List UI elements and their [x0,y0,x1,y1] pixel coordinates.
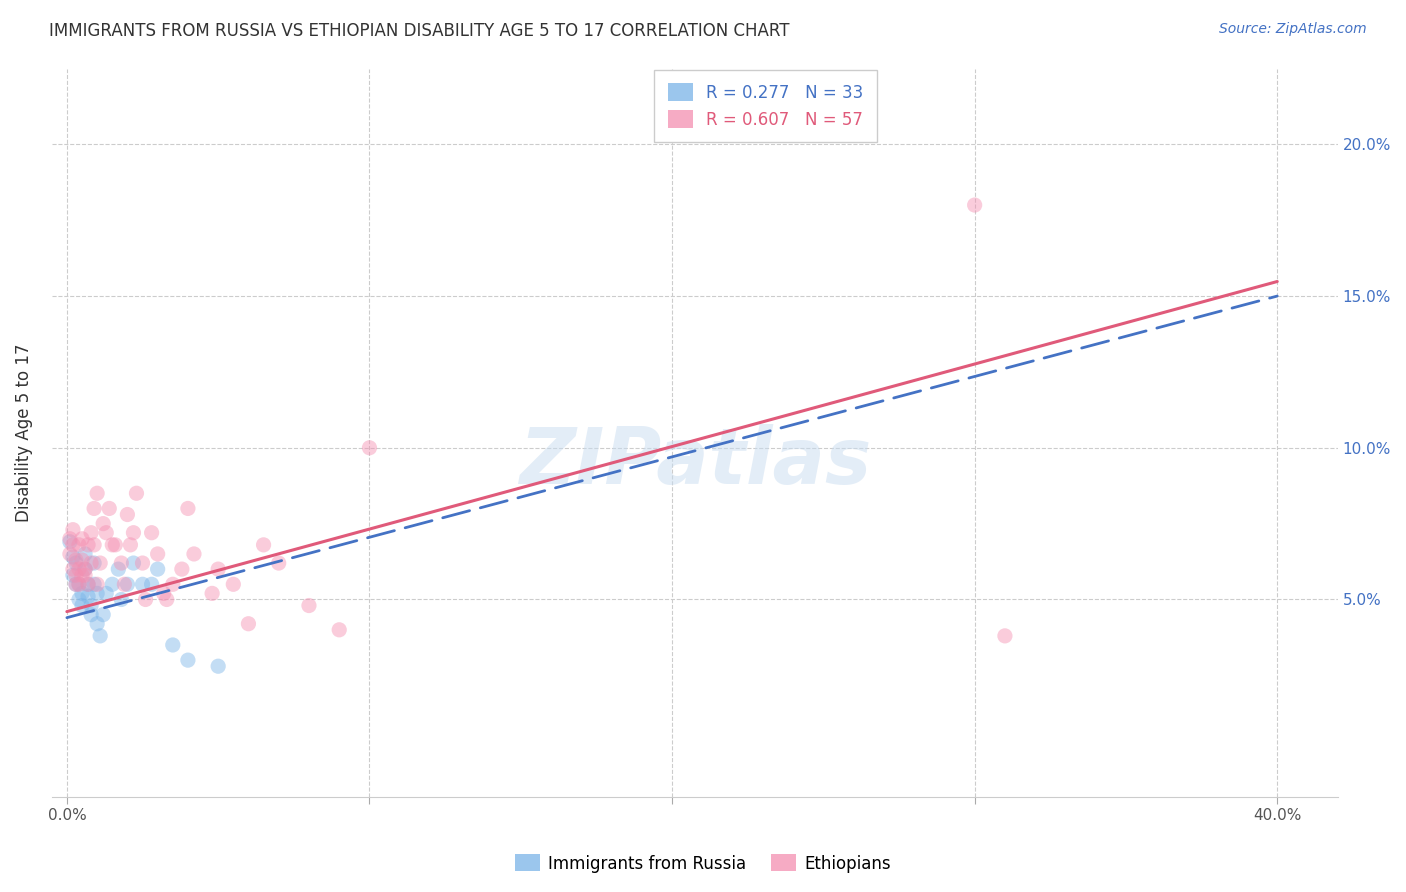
Point [67,577,90,591]
Point [131,577,153,591]
Point [104,538,127,552]
Point [201,586,224,600]
Point [86,486,108,500]
Point [65,577,87,591]
Point [112,577,135,591]
Point [62,568,84,582]
Point [298,599,321,613]
Point [83,501,105,516]
Point [125,486,148,500]
Point [65,556,87,570]
Point [62,523,84,537]
Point [65,568,87,582]
Point [131,556,153,570]
Point [77,538,100,552]
Point [170,562,193,576]
Text: ZIPatlas: ZIPatlas [519,424,870,500]
Point [110,556,132,570]
Point [162,577,184,591]
Point [65,553,87,567]
Point [70,568,93,582]
Point [67,562,90,576]
Point [207,562,229,576]
Point [77,590,100,604]
Point [80,599,103,613]
Point [141,577,163,591]
Point [83,556,105,570]
Point [359,441,381,455]
Point [328,623,350,637]
Legend: R = 0.277   N = 33, R = 0.607   N = 57: R = 0.277 N = 33, R = 0.607 N = 57 [654,70,876,142]
Point [73,547,96,561]
Point [62,549,84,564]
Point [83,538,105,552]
Point [89,556,111,570]
Point [59,532,82,546]
Point [122,556,145,570]
Text: Source: ZipAtlas.com: Source: ZipAtlas.com [1219,22,1367,37]
Point [96,525,118,540]
Point [96,586,118,600]
Point [146,562,169,576]
Y-axis label: Disability Age 5 to 17: Disability Age 5 to 17 [15,343,32,522]
Point [70,532,93,546]
Point [77,577,100,591]
Point [80,525,103,540]
Point [70,553,93,567]
Point [59,534,82,549]
Point [994,629,1017,643]
Point [252,538,274,552]
Legend: Immigrants from Russia, Ethiopians: Immigrants from Russia, Ethiopians [508,847,898,880]
Point [67,538,90,552]
Point [135,592,157,607]
Point [80,556,103,570]
Point [73,568,96,582]
Point [177,501,200,516]
Point [117,577,139,591]
Point [77,577,100,591]
Point [86,616,108,631]
Point [67,577,90,591]
Point [59,547,82,561]
Point [70,599,93,613]
Point [207,659,229,673]
Point [86,586,108,600]
Point [89,629,111,643]
Point [152,586,174,600]
Point [122,525,145,540]
Point [141,525,163,540]
Point [73,562,96,576]
Point [73,562,96,576]
Point [67,592,90,607]
Point [80,607,103,622]
Point [107,562,129,576]
Point [91,516,114,531]
Point [267,556,290,570]
Point [177,653,200,667]
Point [98,501,121,516]
Point [146,547,169,561]
Text: IMMIGRANTS FROM RUSSIA VS ETHIOPIAN DISABILITY AGE 5 TO 17 CORRELATION CHART: IMMIGRANTS FROM RUSSIA VS ETHIOPIAN DISA… [49,22,790,40]
Point [62,538,84,552]
Point [86,577,108,591]
Point [65,577,87,591]
Point [120,538,142,552]
Point [110,592,132,607]
Point [117,508,139,522]
Point [101,577,124,591]
Point [156,592,179,607]
Point [183,547,205,561]
Point [91,607,114,622]
Point [222,577,245,591]
Point [62,562,84,576]
Point [162,638,184,652]
Point [238,616,260,631]
Point [101,538,124,552]
Point [963,198,986,212]
Point [70,586,93,600]
Point [83,577,105,591]
